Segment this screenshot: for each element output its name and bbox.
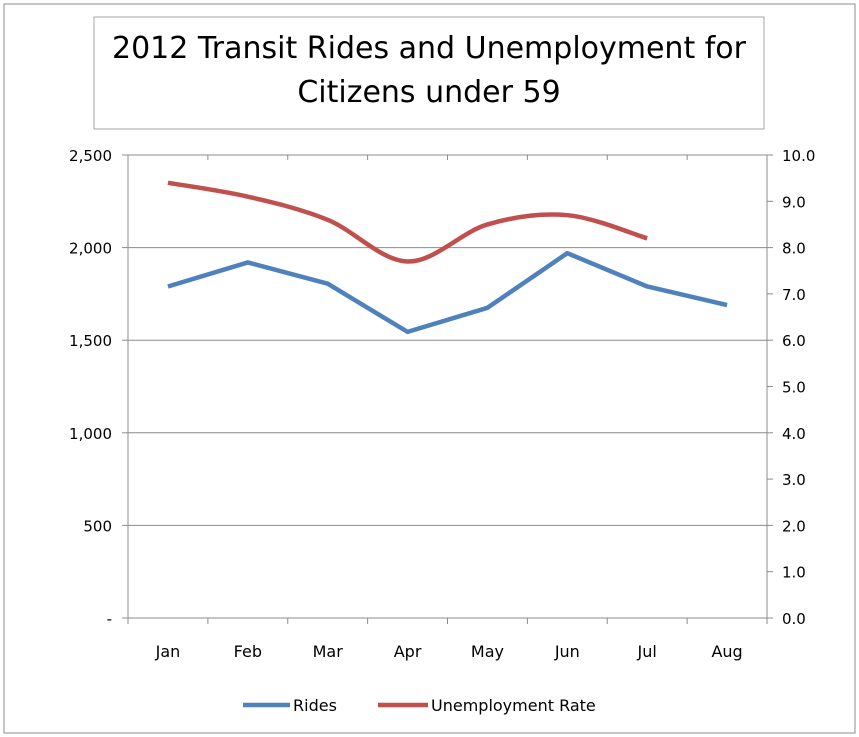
title-box [93,16,765,130]
data-point [485,306,489,310]
data-point [565,251,569,255]
y-axis-right-tick-label: 10.0 [782,147,815,165]
data-point [485,222,489,226]
y-axis-right-tick-label: 5.0 [782,379,806,397]
axes [122,154,773,624]
x-axis-category-label: May [471,642,504,661]
series-line-rides [167,250,728,335]
y-axis-right-tick-label: 2.0 [782,517,806,535]
x-axis-category-label: Feb [234,642,262,661]
x-axis-category-label: Jul [637,642,657,661]
data-point [326,218,330,222]
series [166,180,729,335]
y-axis-left-tick-label: 500 [83,517,112,535]
y-axis-right-tick-label: 6.0 [782,332,806,350]
legend-label: Unemployment Rate [431,696,596,715]
y-axis-left-tick-label: 2,000 [69,240,112,258]
data-point [725,303,729,307]
series-line-unemployment-rate [167,180,648,264]
data-point [326,282,330,286]
x-axis-category-label: Mar [313,642,344,661]
data-point [246,195,250,199]
x-axis-category-label: Jun [554,642,580,661]
x-axis-category-label: Aug [711,642,742,661]
y-axis-right-tick-label: 9.0 [782,193,806,211]
y-axis-right-tick-label: 7.0 [782,286,806,304]
data-point [565,213,569,217]
chart-title-line-2: Citizens under 59 [297,75,560,110]
data-point [406,259,410,263]
data-point [166,181,170,185]
x-axis-category-label: Apr [394,642,422,661]
y-axis-left-tick-label: - [107,610,112,628]
y-axis-right-tick-label: 1.0 [782,564,806,582]
y-axis-left-tick-label: 2,500 [69,147,112,165]
data-point [645,236,649,240]
legend-label: Rides [293,696,337,715]
data-point [246,260,250,264]
tick-labels: - 500 1,000 1,500 2,000 2,500 0.0 1.0 2.0 3.0 4.0 5… [69,147,815,661]
data-point [166,284,170,288]
y-axis-right-tick-label: 3.0 [782,471,806,489]
y-axis-right-tick-label: 4.0 [782,425,806,443]
chart-title-line-1: 2012 Transit Rides and Unemployment for [112,31,747,66]
x-axis-category-label: Jan [155,642,181,661]
y-axis-right-tick-label: 0.0 [782,610,806,628]
data-point [406,330,410,334]
data-point [645,284,649,288]
y-axis-left-tick-label: 1,500 [69,332,112,350]
legend: Rides Unemployment Rate [243,696,596,715]
y-axis-right-tick-label: 8.0 [782,240,806,258]
y-axis-left-tick-label: 1,000 [69,425,112,443]
